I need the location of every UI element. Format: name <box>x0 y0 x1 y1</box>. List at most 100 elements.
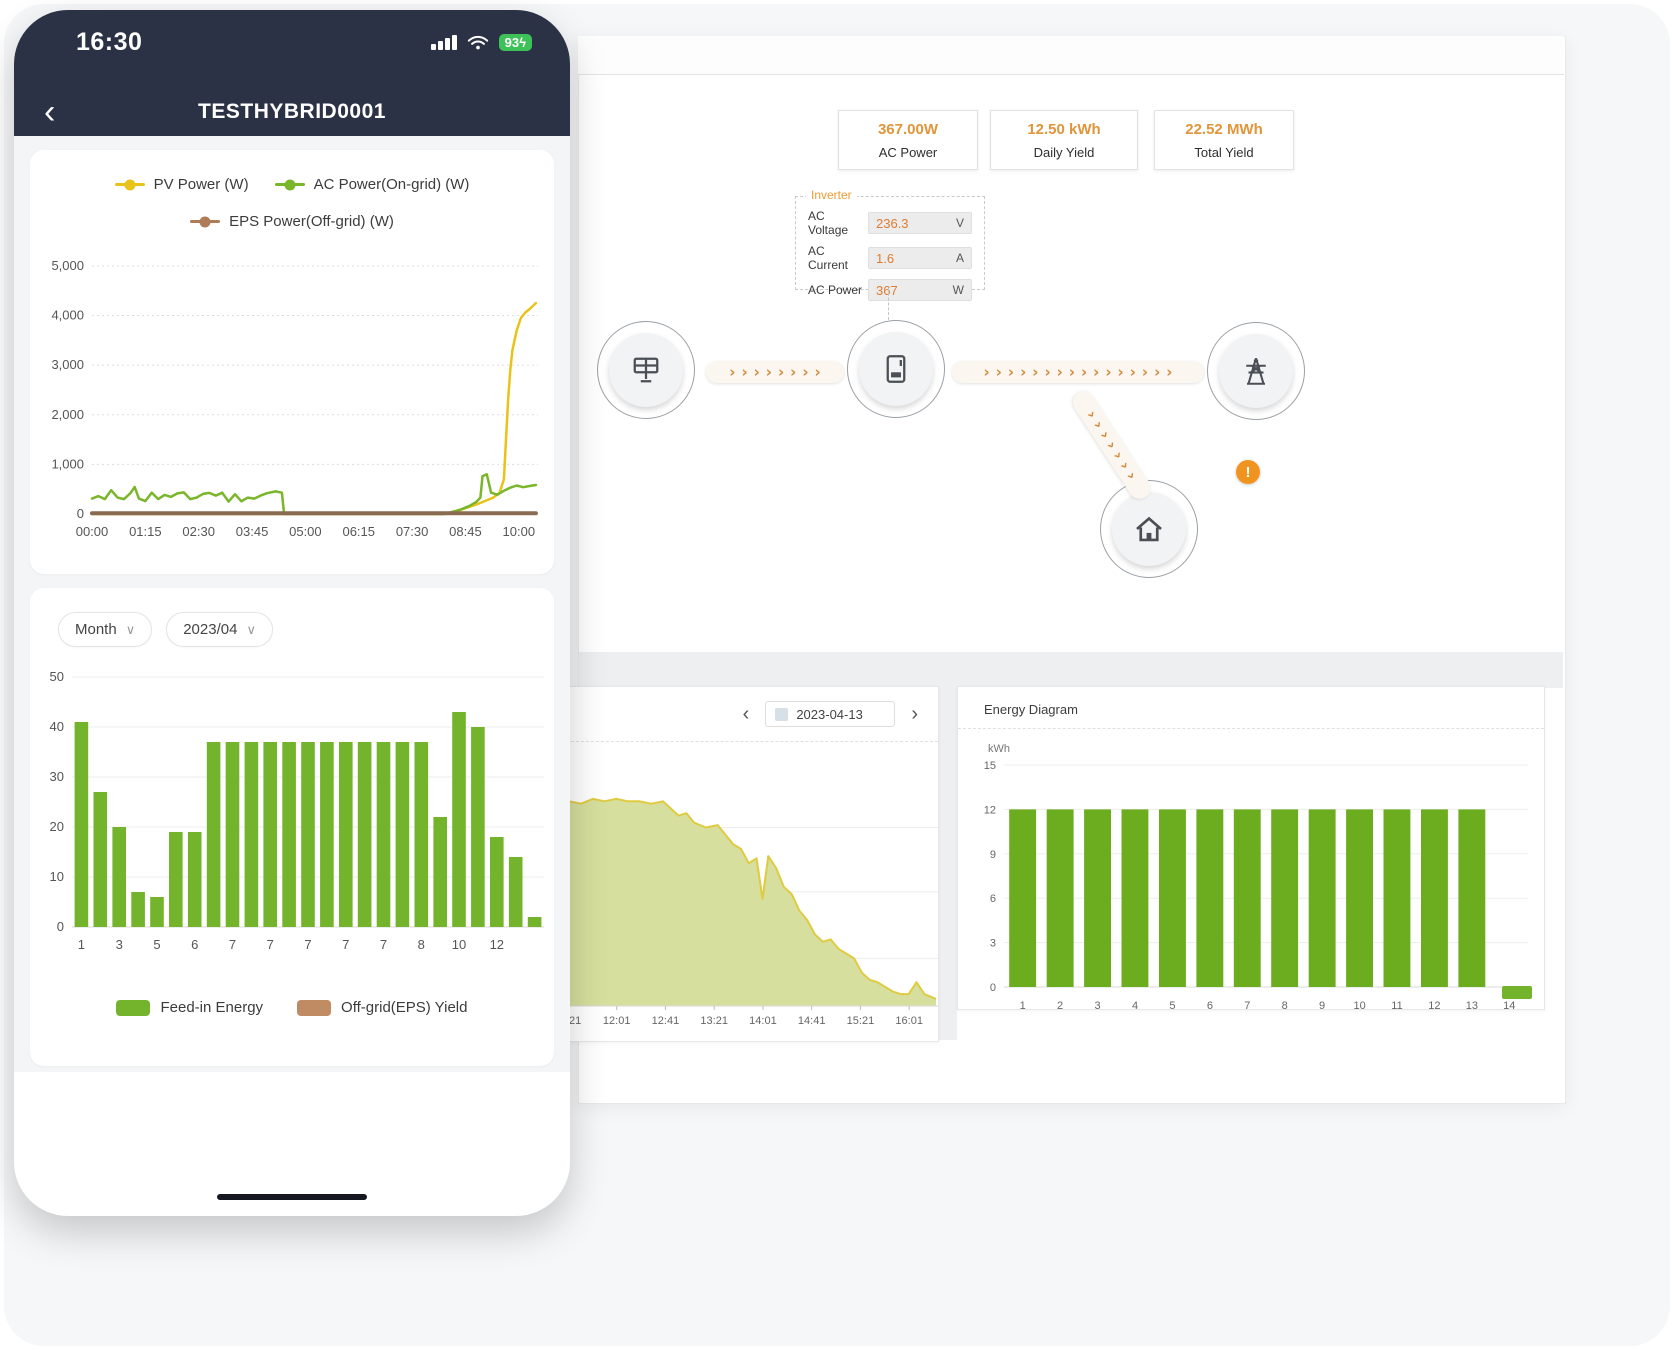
month-select[interactable]: 2023/04 ∨ <box>166 612 273 647</box>
phone-header: 16:30 93ϟ ‹ TESTHYBRID0001 <box>14 10 570 136</box>
svg-text:15: 15 <box>984 760 996 772</box>
svg-text:50: 50 <box>50 669 64 684</box>
svg-text:12: 12 <box>984 804 996 816</box>
svg-text:9: 9 <box>990 849 996 861</box>
field-label: AC Voltage <box>808 209 849 237</box>
field-value-box: 236.3 V <box>868 212 972 234</box>
svg-text:7: 7 <box>267 937 274 952</box>
field-unit: A <box>955 251 964 265</box>
stat-card-total-yield: 22.52 MWh Total Yield <box>1154 110 1294 170</box>
prev-day-button[interactable]: ‹ <box>742 703 750 725</box>
svg-text:08:45: 08:45 <box>449 524 482 539</box>
period-select[interactable]: Month ∨ <box>58 612 153 647</box>
home-icon <box>1112 492 1186 566</box>
inverter-info-box: Inverter AC Voltage 236.3 V AC Current 1… <box>795 188 985 301</box>
date-value: 2023-04-13 <box>796 706 863 722</box>
stat-card-ac-power: 367.00W AC Power <box>838 110 978 170</box>
calendar-icon <box>775 707 789 721</box>
legend-swatch <box>297 999 332 1016</box>
power-line-chart: 0 1,000 2,000 3,000 4,000 5,000 00:00 01:15 02:3… <box>51 258 538 539</box>
line-chart-legend: PV Power (W) AC Power(On-grid) (W) EPS P… <box>30 150 554 230</box>
page-title: TESTHYBRID0001 <box>198 100 386 123</box>
wifi-icon <box>467 35 488 50</box>
battery-icon: 93ϟ <box>498 34 532 51</box>
legend-swatch <box>1502 986 1532 999</box>
svg-text:14:01: 14:01 <box>749 1015 777 1027</box>
svg-text:14: 14 <box>1503 1000 1515 1012</box>
field-label: AC Current <box>808 244 849 272</box>
dashboard-toolbar <box>578 36 1564 75</box>
warning-badge-icon[interactable]: ! <box>1236 460 1260 484</box>
svg-text:13: 13 <box>1466 1000 1478 1012</box>
stat-card-daily-yield: 12.50 kWh Daily Yield <box>990 110 1138 170</box>
svg-text:4,000: 4,000 <box>51 308 84 323</box>
svg-text:10: 10 <box>1353 1000 1365 1012</box>
legend-item-eps[interactable]: EPS Power(Off-grid) (W) <box>190 213 394 230</box>
chevron-down-icon: ∨ <box>125 621 136 637</box>
stat-label: Daily Yield <box>1033 144 1095 160</box>
legend-item-feed-in[interactable]: Feed-in Energy <box>116 999 263 1016</box>
svg-text:6: 6 <box>191 937 198 952</box>
field-unit: V <box>955 216 964 230</box>
solar-panel-node[interactable] <box>597 321 695 419</box>
field-value-box: 367 W <box>868 279 972 301</box>
svg-text:3: 3 <box>990 938 996 950</box>
date-picker[interactable]: 2023-04-13 <box>765 701 896 727</box>
svg-text:3: 3 <box>116 937 123 952</box>
svg-text:5: 5 <box>153 937 160 952</box>
legend-item-pv[interactable]: PV Power (W) <box>114 176 249 193</box>
divider <box>958 728 1544 729</box>
field-value: 367 <box>876 282 898 298</box>
monthly-energy-card: Month ∨ 2023/04 ∨ 0 10 20 30 40 50 1 3 5 6 7 7 7 7 7 8 10 1… <box>30 588 554 1066</box>
svg-text:01:15: 01:15 <box>129 524 162 539</box>
monthly-bar-chart: 0 10 20 30 40 50 1 3 5 6 7 7 7 7 7 8 10 12 <box>50 669 544 952</box>
stat-value: 22.52 MWh <box>1185 120 1263 138</box>
inverter-node[interactable] <box>847 320 945 418</box>
svg-text:06:15: 06:15 <box>342 524 375 539</box>
svg-text:02:30: 02:30 <box>182 524 215 539</box>
svg-text:20: 20 <box>50 819 64 834</box>
field-value: 1.6 <box>876 250 895 266</box>
stat-value: 12.50 kWh <box>1027 120 1101 138</box>
back-button[interactable]: ‹ <box>44 93 56 131</box>
legend-item-off-grid[interactable]: Off-grid(EPS) Yield <box>297 999 468 1016</box>
svg-text:7: 7 <box>342 937 349 952</box>
inverter-connector-line <box>888 288 889 320</box>
svg-text:0: 0 <box>990 982 996 994</box>
panel-gap <box>938 652 957 1040</box>
grid-tower-icon <box>1219 334 1293 408</box>
svg-text:10: 10 <box>452 937 466 952</box>
home-node[interactable] <box>1100 480 1198 578</box>
legend-marker <box>190 216 221 227</box>
svg-text:10:00: 10:00 <box>503 524 536 539</box>
bar-chart-legend: Feed-in Energy Off-grid(EPS) Yield <box>30 971 554 1016</box>
svg-text:12: 12 <box>1428 1000 1440 1012</box>
next-day-button[interactable]: › <box>911 703 918 725</box>
stat-label: AC Power <box>878 144 938 160</box>
inverter-row-current: AC Current 1.6 A <box>808 244 972 272</box>
svg-text:7: 7 <box>1244 1000 1250 1012</box>
svg-text:03:45: 03:45 <box>236 524 269 539</box>
energy-legend <box>1502 986 1532 999</box>
chevron-down-icon: ∨ <box>246 621 256 637</box>
svg-text:7: 7 <box>229 937 236 952</box>
grid-tower-node[interactable] <box>1207 322 1305 420</box>
svg-text:16:01: 16:01 <box>895 1015 923 1027</box>
field-value: 236.3 <box>876 215 909 231</box>
home-indicator <box>217 1194 367 1200</box>
field-value-box: 1.6 A <box>868 247 972 269</box>
field-label: AC Power <box>808 283 863 297</box>
y-axis-unit: kWh <box>988 743 1010 755</box>
chart-filters: Month ∨ 2023/04 ∨ <box>30 588 554 647</box>
inverter-icon <box>859 332 933 406</box>
nav-bar: ‹ TESTHYBRID0001 <box>14 88 570 136</box>
svg-text:6: 6 <box>1207 1000 1213 1012</box>
svg-text:1: 1 <box>78 937 85 952</box>
legend-item-ac[interactable]: AC Power(On-grid) (W) <box>274 176 469 193</box>
svg-text:3,000: 3,000 <box>51 357 84 372</box>
svg-text:6: 6 <box>990 893 996 905</box>
status-icons: 93ϟ <box>431 34 532 51</box>
